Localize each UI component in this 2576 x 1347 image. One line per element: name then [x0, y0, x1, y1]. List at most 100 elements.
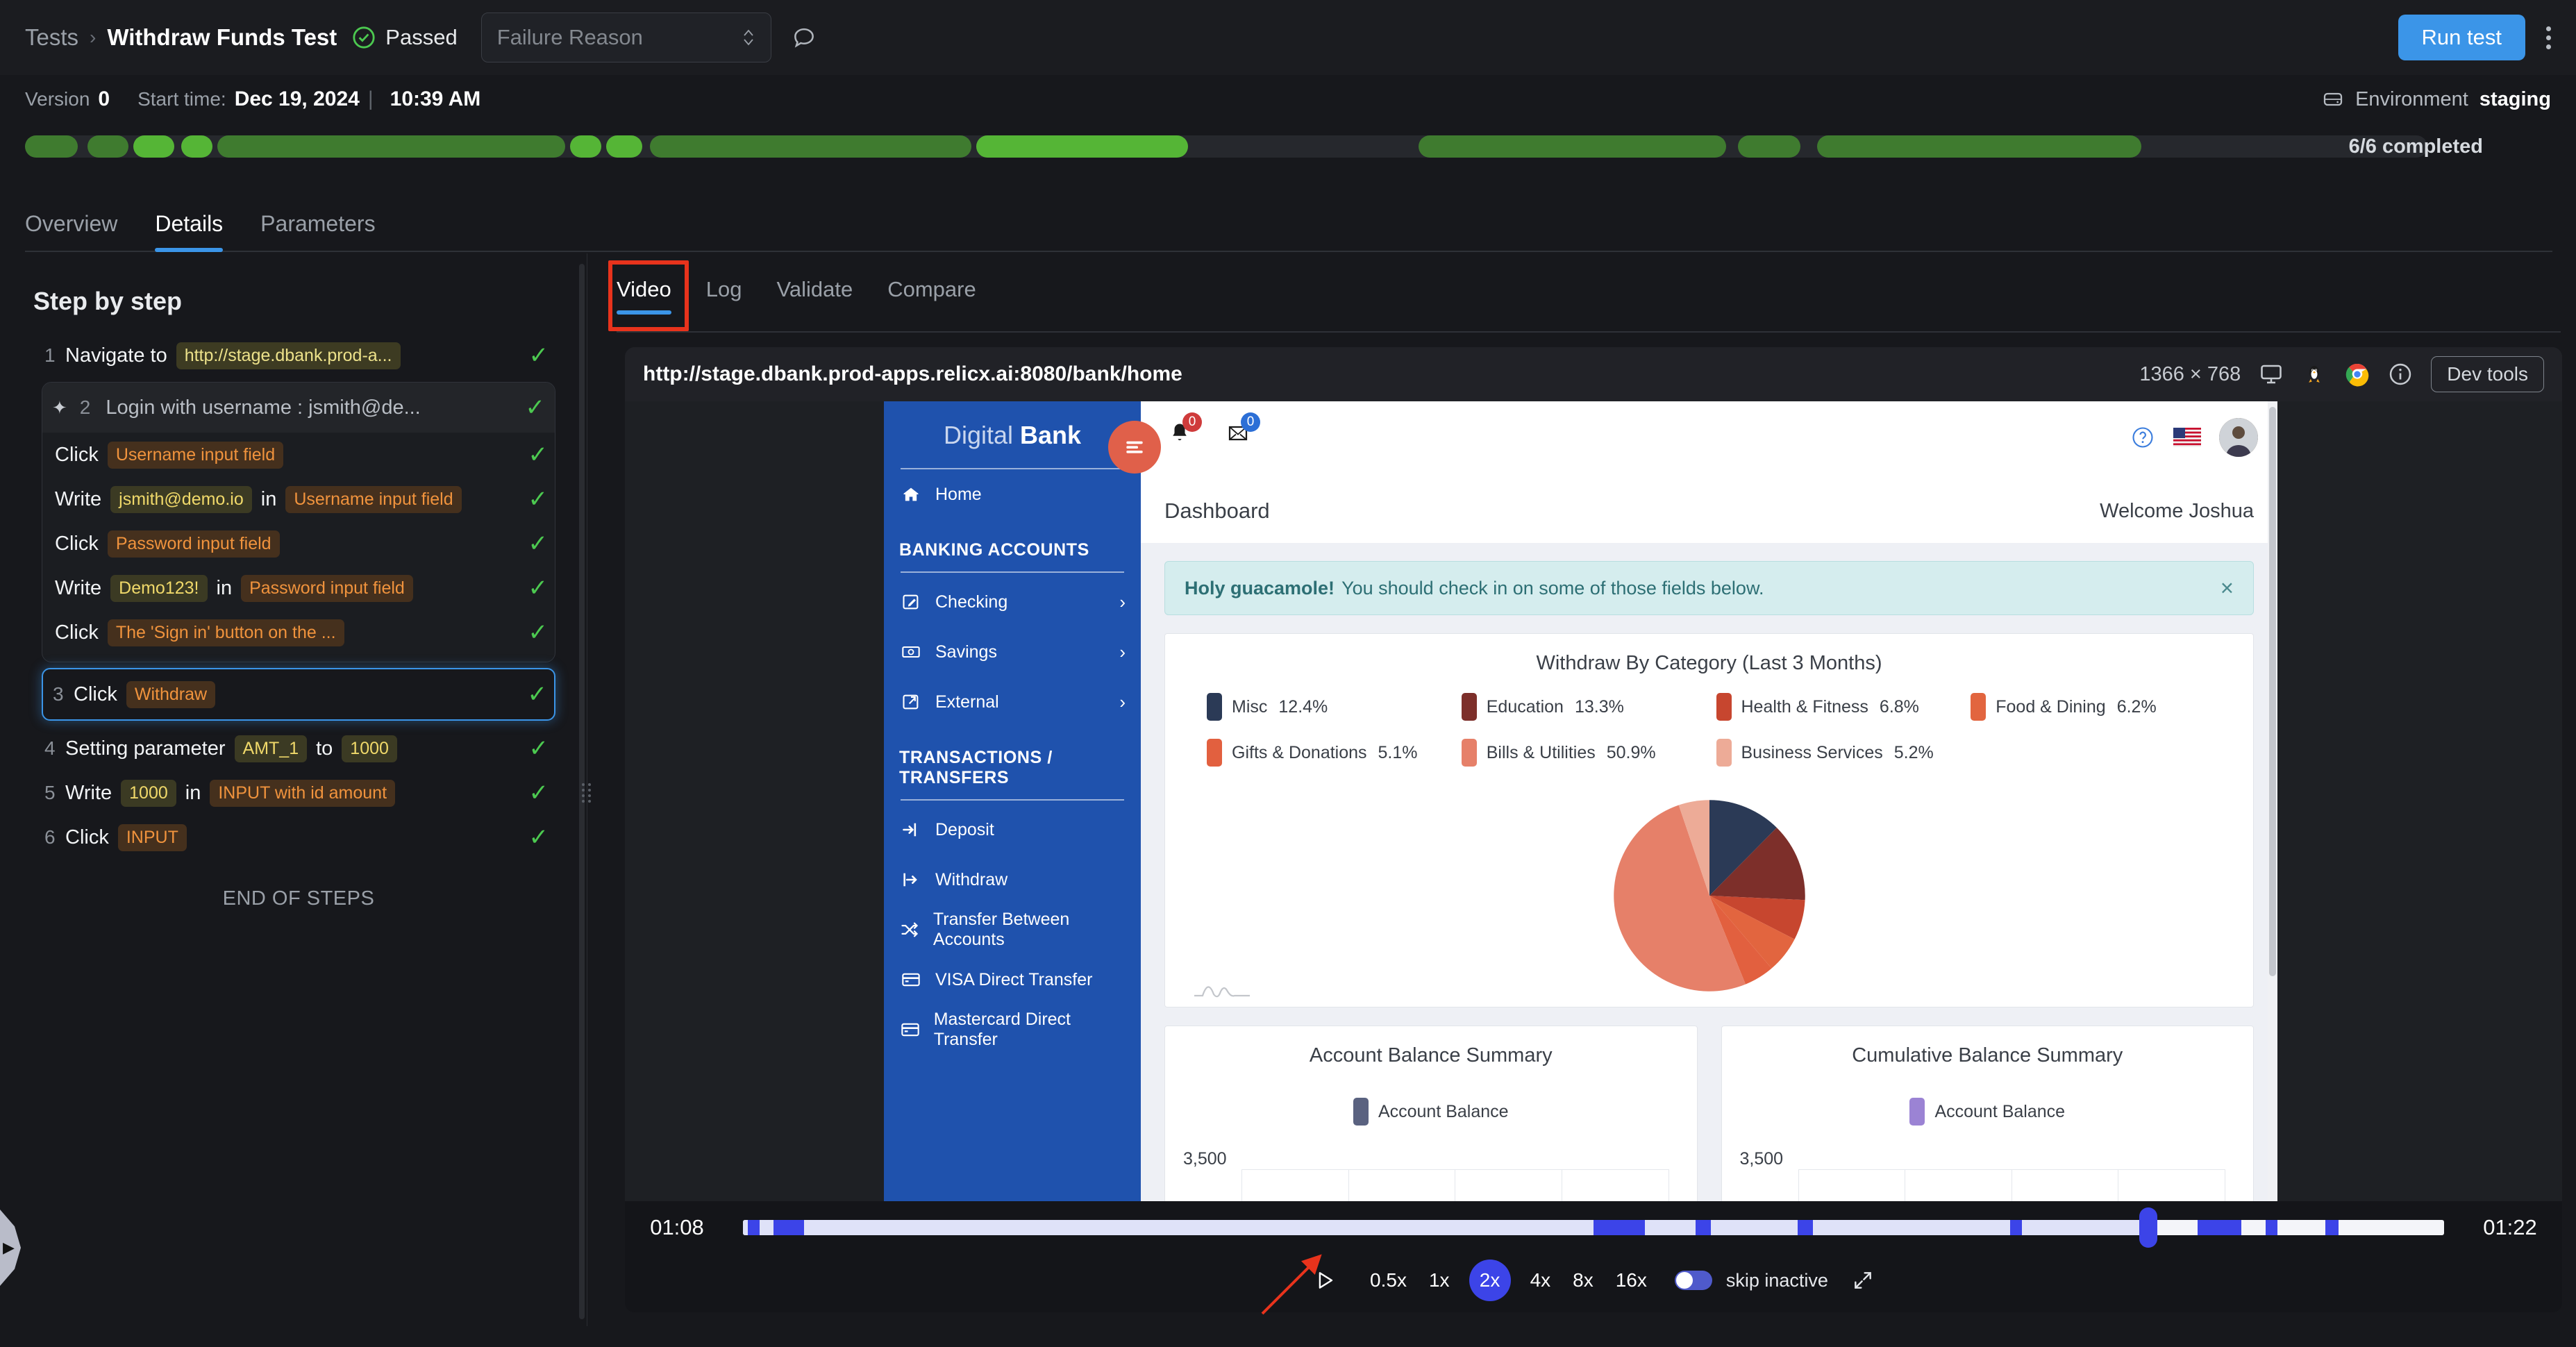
tab-details[interactable]: Details	[155, 211, 223, 252]
close-icon[interactable]: ×	[2220, 575, 2234, 601]
pie-slice	[1709, 896, 1795, 969]
failure-reason-select[interactable]: Failure Reason	[480, 12, 771, 62]
step-row[interactable]: Write Demo123! in Password input field ✓	[42, 566, 555, 610]
step-row[interactable]: 4 Setting parameter AMT_1 to 1000 ✓	[42, 726, 555, 771]
bank-sidebar-item-deposit[interactable]: Deposit	[884, 805, 1141, 855]
expand-icon[interactable]	[1852, 1269, 1874, 1291]
video-tab-video[interactable]: Video	[617, 277, 671, 315]
step-row[interactable]: 6 Click INPUT ✓	[42, 815, 555, 860]
timeline-marker[interactable]	[2325, 1220, 2339, 1235]
timeline-marker[interactable]	[748, 1220, 760, 1235]
bank-sidebar-item-home[interactable]: Home	[884, 469, 1141, 519]
run-test-button[interactable]: Run test	[2398, 15, 2525, 60]
timeline-marker[interactable]	[1696, 1220, 1712, 1235]
chevron-right-icon: ›	[1119, 641, 1126, 662]
left-panel-scrollbar[interactable]	[579, 264, 585, 1319]
more-vertical-icon[interactable]	[2546, 26, 2551, 49]
menu-bars-icon[interactable]	[1108, 421, 1161, 474]
speed-8x[interactable]: 8x	[1573, 1269, 1594, 1291]
money-icon	[899, 642, 923, 662]
info-icon[interactable]	[2388, 362, 2413, 387]
step-verb: Click	[55, 621, 99, 644]
step-verb: Click	[55, 532, 99, 555]
tab-parameters[interactable]: Parameters	[260, 211, 376, 236]
speed-16x[interactable]: 16x	[1615, 1269, 1647, 1291]
step-row[interactable]: Write jsmith@demo.io in Username input fiel…	[42, 477, 555, 521]
step-chip-tgt: Username input field	[285, 485, 462, 513]
bank-sidebar-item-savings[interactable]: Savings ›	[884, 627, 1141, 677]
step-row[interactable]: Click Username input field ✓	[42, 433, 555, 477]
bank-logo-bold: Bank	[1020, 421, 1082, 449]
timeline-marker[interactable]	[2197, 1220, 2242, 1235]
step-number: 1	[44, 344, 56, 366]
failure-reason-placeholder: Failure Reason	[496, 25, 643, 49]
step-status-check: ✓	[528, 619, 549, 646]
messages-envelope[interactable]: 0	[1226, 412, 1260, 449]
speed-4x[interactable]: 4x	[1530, 1269, 1551, 1291]
video-frame: http://stage.dbank.prod-apps.relicx.ai:8…	[625, 347, 2562, 1201]
bank-main-content: Dashboard Welcome Joshua Holy guacamole!…	[1141, 479, 2277, 1201]
step-row[interactable]: Click The 'Sign in' button on the ... ✓	[42, 610, 555, 655]
bank-sidebar-item-checking[interactable]: Checking ›	[884, 577, 1141, 627]
bank-app-scrollbar[interactable]	[2268, 401, 2277, 1201]
tab-overview[interactable]: Overview	[25, 211, 118, 236]
start-time-label: Start time:	[137, 88, 226, 110]
timeline-progress-fill	[743, 1220, 2148, 1235]
speed-1x[interactable]: 1x	[1428, 1269, 1450, 1291]
video-tab-validate[interactable]: Validate	[776, 277, 853, 301]
skip-inactive-toggle[interactable]	[1674, 1271, 1712, 1290]
step-status-check: ✓	[528, 824, 549, 851]
linux-penguin-icon	[2309, 366, 2320, 383]
legend-value: 13.3%	[1574, 696, 1624, 717]
notifications-badge: 0	[1182, 412, 1202, 432]
video-tab-log[interactable]: Log	[705, 277, 742, 301]
bank-sidebar-item-visa-direct-transfer[interactable]: VISA Direct Transfer	[884, 955, 1141, 1005]
avatar[interactable]	[2219, 418, 2258, 457]
timeline-marker[interactable]	[1798, 1220, 1814, 1235]
timeline-playhead[interactable]	[2139, 1207, 2157, 1248]
panel-resize-handle[interactable]	[582, 783, 592, 803]
step-row[interactable]: 3 Click Withdraw ✓	[42, 668, 555, 721]
timeline-scrubber[interactable]	[743, 1207, 2444, 1248]
bank-sidebar-item-withdraw[interactable]: Withdraw	[884, 855, 1141, 905]
pie-slice	[1709, 828, 1805, 901]
main-tabs-underline	[25, 251, 2552, 252]
recorded-browser-viewport: Digital Bank Home BANKING ACCOUNTS Checkin…	[625, 401, 2562, 1201]
video-controls: 01:08 01:22 0.5x 1x 2x 4x 8x 16x skip inactiv…	[625, 1201, 2562, 1312]
timeline-marker[interactable]	[773, 1220, 805, 1235]
us-flag-icon[interactable]	[2173, 428, 2201, 447]
y-axis-tick: 3,500	[1183, 1149, 1227, 1169]
start-clock-value: 10:39 AM	[390, 87, 481, 110]
step-row[interactable]: Click Password input field ✓	[42, 521, 555, 566]
bank-sidebar-section: BANKING ACCOUNTS	[899, 540, 1089, 560]
speed-0-5x[interactable]: 0.5x	[1370, 1269, 1407, 1291]
video-tab-compare[interactable]: Compare	[887, 277, 976, 301]
run-progress-bar: 6/6 completed	[25, 135, 2483, 158]
timeline-marker[interactable]	[1594, 1220, 1645, 1235]
step-group-header[interactable]: ✦ 2 Login with username : jsmith@de... ✓	[42, 383, 555, 433]
bank-sidebar-item-external[interactable]: External ›	[884, 677, 1141, 727]
comment-icon[interactable]	[791, 24, 817, 51]
help-circle-icon[interactable]	[2130, 425, 2155, 450]
notifications-bell[interactable]: 0	[1167, 412, 1202, 449]
timeline-marker[interactable]	[2265, 1220, 2277, 1235]
step-row[interactable]: 5 Write 1000 in INPUT with id amount ✓	[42, 771, 555, 815]
bank-topbar-right	[2130, 418, 2258, 457]
dev-tools-button[interactable]: Dev tools	[2431, 356, 2544, 392]
progress-segment	[1418, 135, 1726, 158]
speed-2x[interactable]: 2x	[1469, 1260, 1511, 1301]
bank-sidebar-item-mastercard-direct-transfer[interactable]: Mastercard Direct Transfer	[884, 1005, 1141, 1055]
bank-sidebar-item-label: Transfer Between Accounts	[932, 910, 1070, 949]
start-date-value: Dec 19, 2024	[234, 87, 360, 110]
legend-label: Food & Dining	[1996, 696, 2106, 717]
bank-sidebar-item-label: External	[935, 692, 999, 712]
bank-sidebar-item-label: Savings	[935, 642, 997, 662]
step-row[interactable]: 1 Navigate to http://stage.dbank.prod-a...…	[42, 333, 555, 378]
breadcrumb-tests[interactable]: Tests	[25, 24, 79, 50]
monitor-icon[interactable]	[2259, 362, 2284, 387]
arrow-into-box-icon	[899, 820, 923, 839]
play-icon[interactable]	[1313, 1269, 1337, 1292]
timeline-marker[interactable]	[2010, 1220, 2023, 1235]
bank-sidebar-item-transfer-between-accounts[interactable]: Transfer Between Accounts	[884, 905, 1141, 955]
step-chip-val: 1000	[121, 779, 176, 807]
